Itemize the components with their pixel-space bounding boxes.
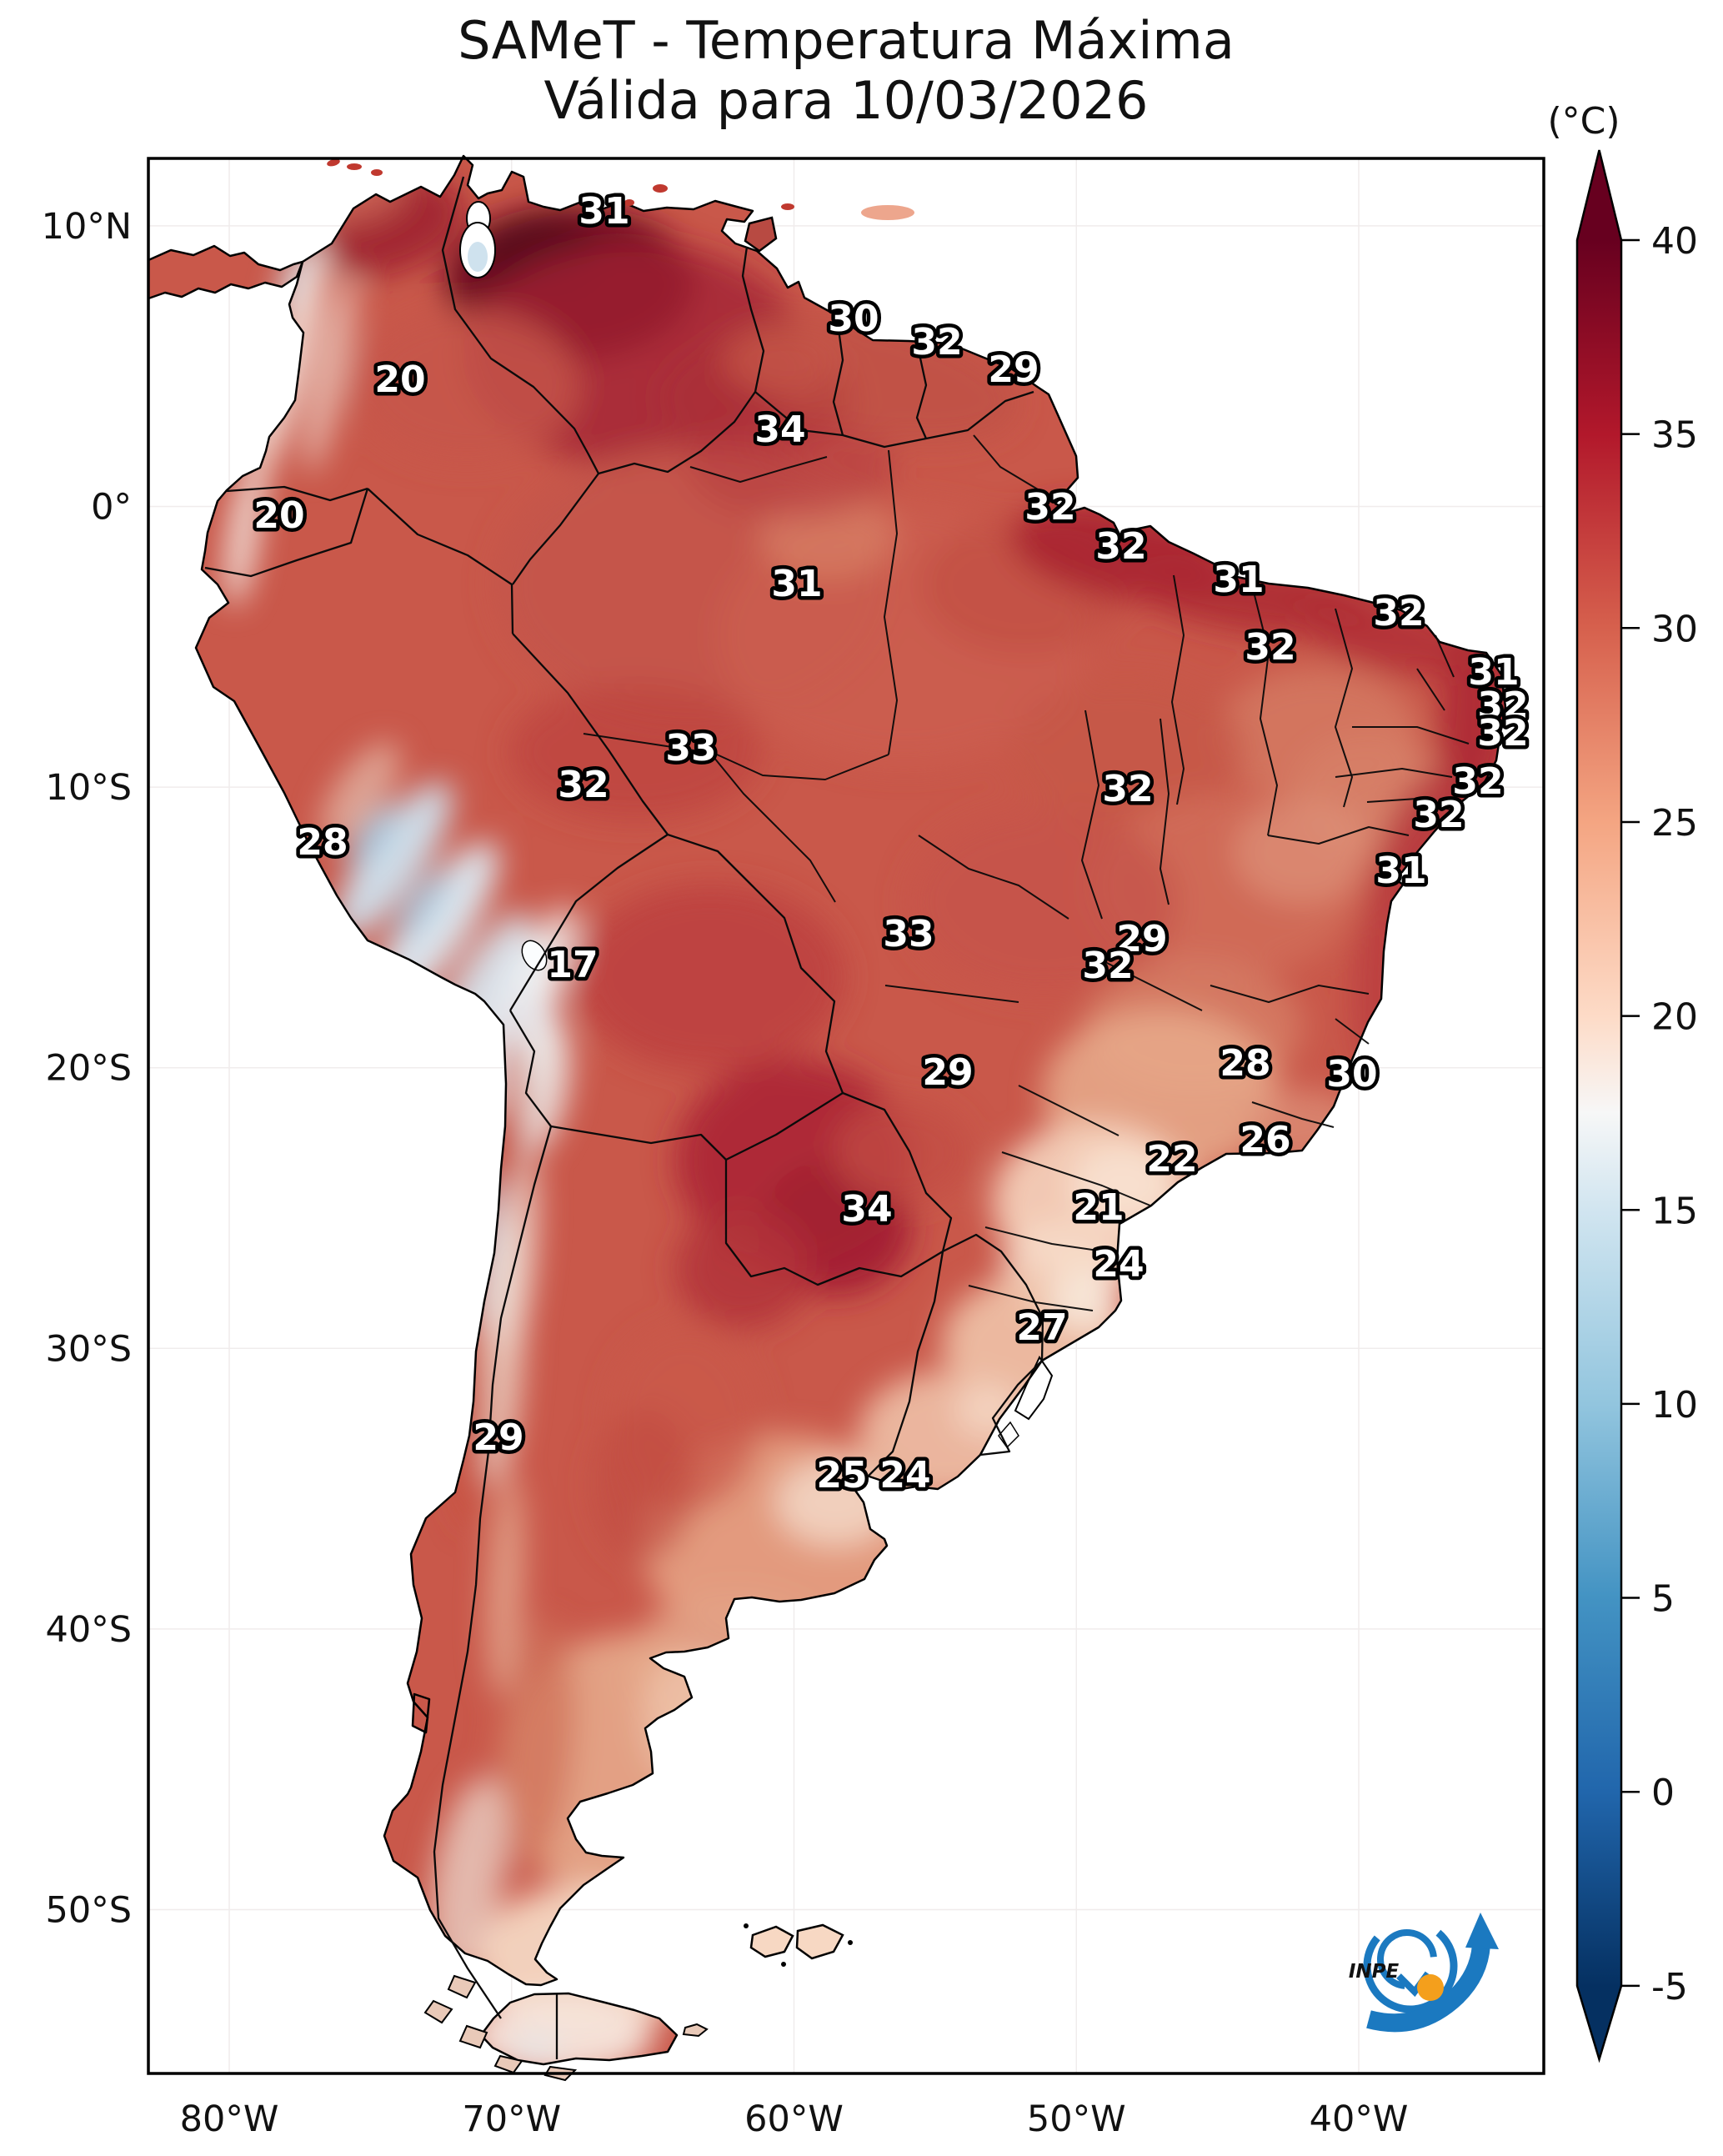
temperature-value-label: 32 [558,764,609,806]
temperature-value-label: 32 [1095,525,1146,568]
temperature-value-label: 32 [1477,712,1528,755]
temperature-value-label: 31 [1468,651,1519,694]
lake-titicaca [521,940,548,971]
temperature-value-label: 24 [1093,1243,1144,1286]
temperature-value-label: 32 [1477,684,1528,727]
y-axis-tick-label: 10°N [42,206,132,248]
inpe-logo: INPE [1349,1913,1499,2033]
colorbar-tick-label: 5 [1651,1578,1675,1621]
axis-tick-labels: 10°N 0° 10°S 20°S 30°S 40°S 50°S 80°W 70°W 60°W 50… [42,206,1409,2140]
temperature-value-label: 29 [922,1051,973,1094]
temperature-value-label: 21 [1073,1186,1124,1229]
temperature-value-label: 22 [1146,1138,1197,1181]
temperature-value-label: 30 [1326,1053,1377,1096]
caribbean-islands [327,158,914,220]
colorbar-unit-label: (°C) [1547,100,1620,143]
patos-lagoon [1014,1355,1054,1421]
temperature-value-label: 31 [579,190,629,233]
colorbar-tick-label: 35 [1651,414,1698,457]
state-borders [583,434,1470,1311]
temperature-value-label: 33 [883,913,934,955]
x-axis-tick-label: 40°W [1310,2098,1409,2140]
inpe-logo-outer-orbit [1363,1918,1458,2013]
temperature-value-label: 31 [1375,850,1426,892]
colorbar-tick-label: 10 [1651,1384,1698,1426]
y-axis-tick-label: 0° [91,487,132,529]
x-axis-tick-label: 50°W [1027,2098,1126,2140]
temperature-value-label: 32 [1102,768,1153,810]
temperature-value-label: 31 [771,563,822,605]
temperature-value-label: 28 [1220,1042,1270,1085]
temperature-value-label: 32 [1082,945,1133,987]
falkland-islands [744,1923,853,1967]
inpe-logo-swoosh-arrow [1366,1943,1490,2033]
y-axis-tick-label: 10°S [45,767,132,809]
lakes [459,201,1054,1449]
temperature-value-label: 29 [1116,918,1167,960]
temperature-value-label: 31 [1213,559,1264,601]
y-axis-tick-label: 40°S [45,1609,132,1651]
colorbar-gradient-bar [1575,149,1623,2063]
inpe-logo-text: INPE [1349,1961,1400,1983]
colorbar-tick-label: 15 [1651,1190,1698,1232]
y-axis-tick-label: 30°S [45,1328,132,1370]
inpe-logo-planet-dot [1417,1974,1444,2001]
temperature-value-label: 24 [879,1454,930,1497]
temperature-value-label: 32 [1413,794,1464,836]
x-axis-tick-label: 80°W [180,2098,279,2140]
y-axis-tick-label: 20°S [45,1048,132,1090]
colorbar-ticks: 40 35 30 25 20 15 10 5 0 -5 [1621,220,1698,2008]
page-title: SAMeT - Temperatura Máxima [458,10,1235,71]
colorbar: 40 35 30 25 20 15 10 5 0 -5 [1575,149,1698,2063]
temperature-value-label: 29 [473,1416,523,1459]
colorbar-tick-label: 25 [1651,802,1698,845]
temperature-value-label: 34 [841,1188,892,1231]
lake-maracaibo-tint [468,242,488,272]
temperature-value-label: 27 [1016,1306,1067,1349]
colorbar-tick-label: 40 [1651,220,1698,263]
page-subtitle-valid-date: Válida para 10/03/2026 [544,70,1149,131]
x-axis-tick-label: 70°W [462,2098,561,2140]
temperature-value-label: 20 [374,358,425,401]
colorbar-tick-label: 20 [1651,996,1698,1039]
temperature-value-label: 32 [1024,486,1075,529]
colorbar-tick-label: 30 [1651,608,1698,650]
temperature-value-label: 33 [665,727,716,770]
temperature-value-label: 25 [816,1454,867,1497]
temperature-raster [148,156,1505,2080]
temperature-value-label: 28 [297,821,348,864]
colorbar-tick-label: 0 [1651,1772,1675,1814]
temperature-value-label: 20 [253,494,304,537]
y-axis-tick-label: 50°S [45,1890,132,1932]
plot-border [147,157,1545,2075]
temperature-value-label: 32 [1452,760,1503,803]
x-axis-tick-label: 60°W [744,2098,844,2140]
colorbar-tick-label: -5 [1651,1966,1688,2008]
temperature-value-label: 26 [1240,1119,1290,1161]
temperature-value-label: 32 [911,321,962,364]
country-borders [204,176,1044,2059]
temperature-value-label: 17 [547,944,598,986]
temperature-value-label: 32 [1245,626,1295,669]
trinidad-island [744,216,778,253]
inpe-logo-arrow-tip-icon [1465,1913,1499,1949]
temperature-value-label: 34 [754,409,805,451]
temperature-value-label: 30 [828,298,879,340]
temperature-value-label: 29 [988,348,1039,391]
temperature-value-label: 32 [1373,592,1424,634]
